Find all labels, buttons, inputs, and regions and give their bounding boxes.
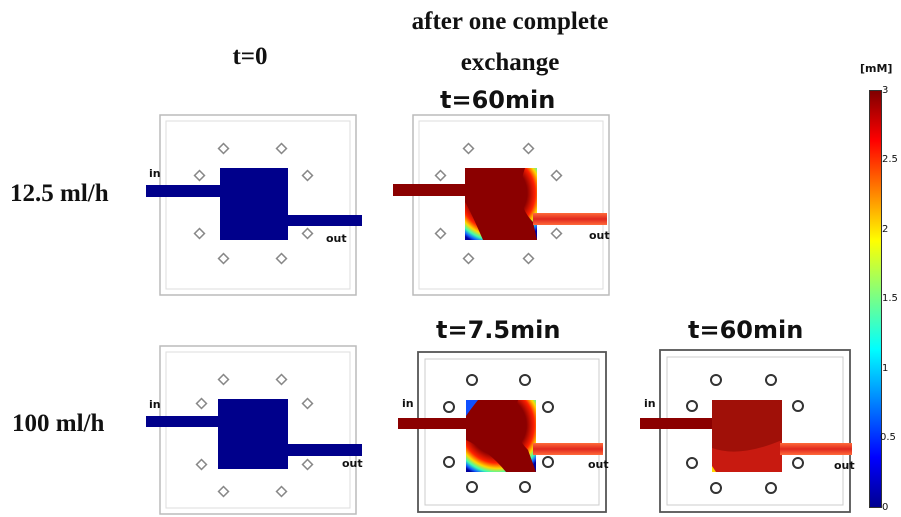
colorbar-tick-2-5: 2.5	[882, 154, 898, 165]
inlet-label: in	[644, 397, 656, 410]
colorbar-tick-1: 1	[882, 363, 889, 374]
chamber-diagram	[146, 114, 362, 296]
outlet-label: out	[342, 457, 363, 470]
colorbar-unit: [mM]	[860, 62, 893, 75]
panel-row1-t0: in out	[146, 112, 366, 300]
time-label-row2-mid: t=7.5min	[436, 316, 561, 344]
colorbar-tick-0: 0	[882, 502, 889, 513]
colorbar-tick-1-5: 1.5	[882, 293, 898, 304]
panel-row1-t60: out	[393, 112, 615, 300]
time-label-row1: t=60min	[440, 86, 556, 114]
inlet-label: in	[402, 397, 414, 410]
chamber-diagram	[393, 114, 610, 296]
inlet-label: in	[149, 398, 161, 411]
colorbar	[869, 90, 883, 513]
panel-row2-t0: in out	[146, 343, 366, 517]
outlet-label: out	[834, 459, 855, 472]
row-label-flow-12-5: 12.5 ml/h	[10, 180, 109, 207]
colorbar-tick-0-5: 0.5	[880, 432, 896, 443]
panel-row2-t60: in out	[640, 348, 855, 514]
colorbar-gradient	[869, 90, 882, 508]
inlet-label: in	[149, 167, 161, 180]
row-label-flow-100: 100 ml/h	[12, 410, 105, 437]
column-header-t0: t=0	[232, 43, 268, 70]
panel-row2-t7-5: in out	[398, 350, 610, 514]
time-label-row2-right: t=60min	[688, 316, 804, 344]
colorbar-tick-3: 3	[882, 85, 889, 96]
chamber-diagram	[398, 351, 607, 513]
outlet-label: out	[326, 232, 347, 245]
colorbar-tick-2: 2	[882, 224, 889, 235]
column-header-exchange-line2: exchange	[460, 49, 560, 76]
outlet-label: out	[589, 229, 610, 242]
column-header-exchange-line1: after one complete	[411, 8, 609, 35]
chamber-diagram	[146, 345, 362, 515]
outlet-label: out	[588, 458, 609, 471]
chamber-diagram	[640, 349, 852, 513]
